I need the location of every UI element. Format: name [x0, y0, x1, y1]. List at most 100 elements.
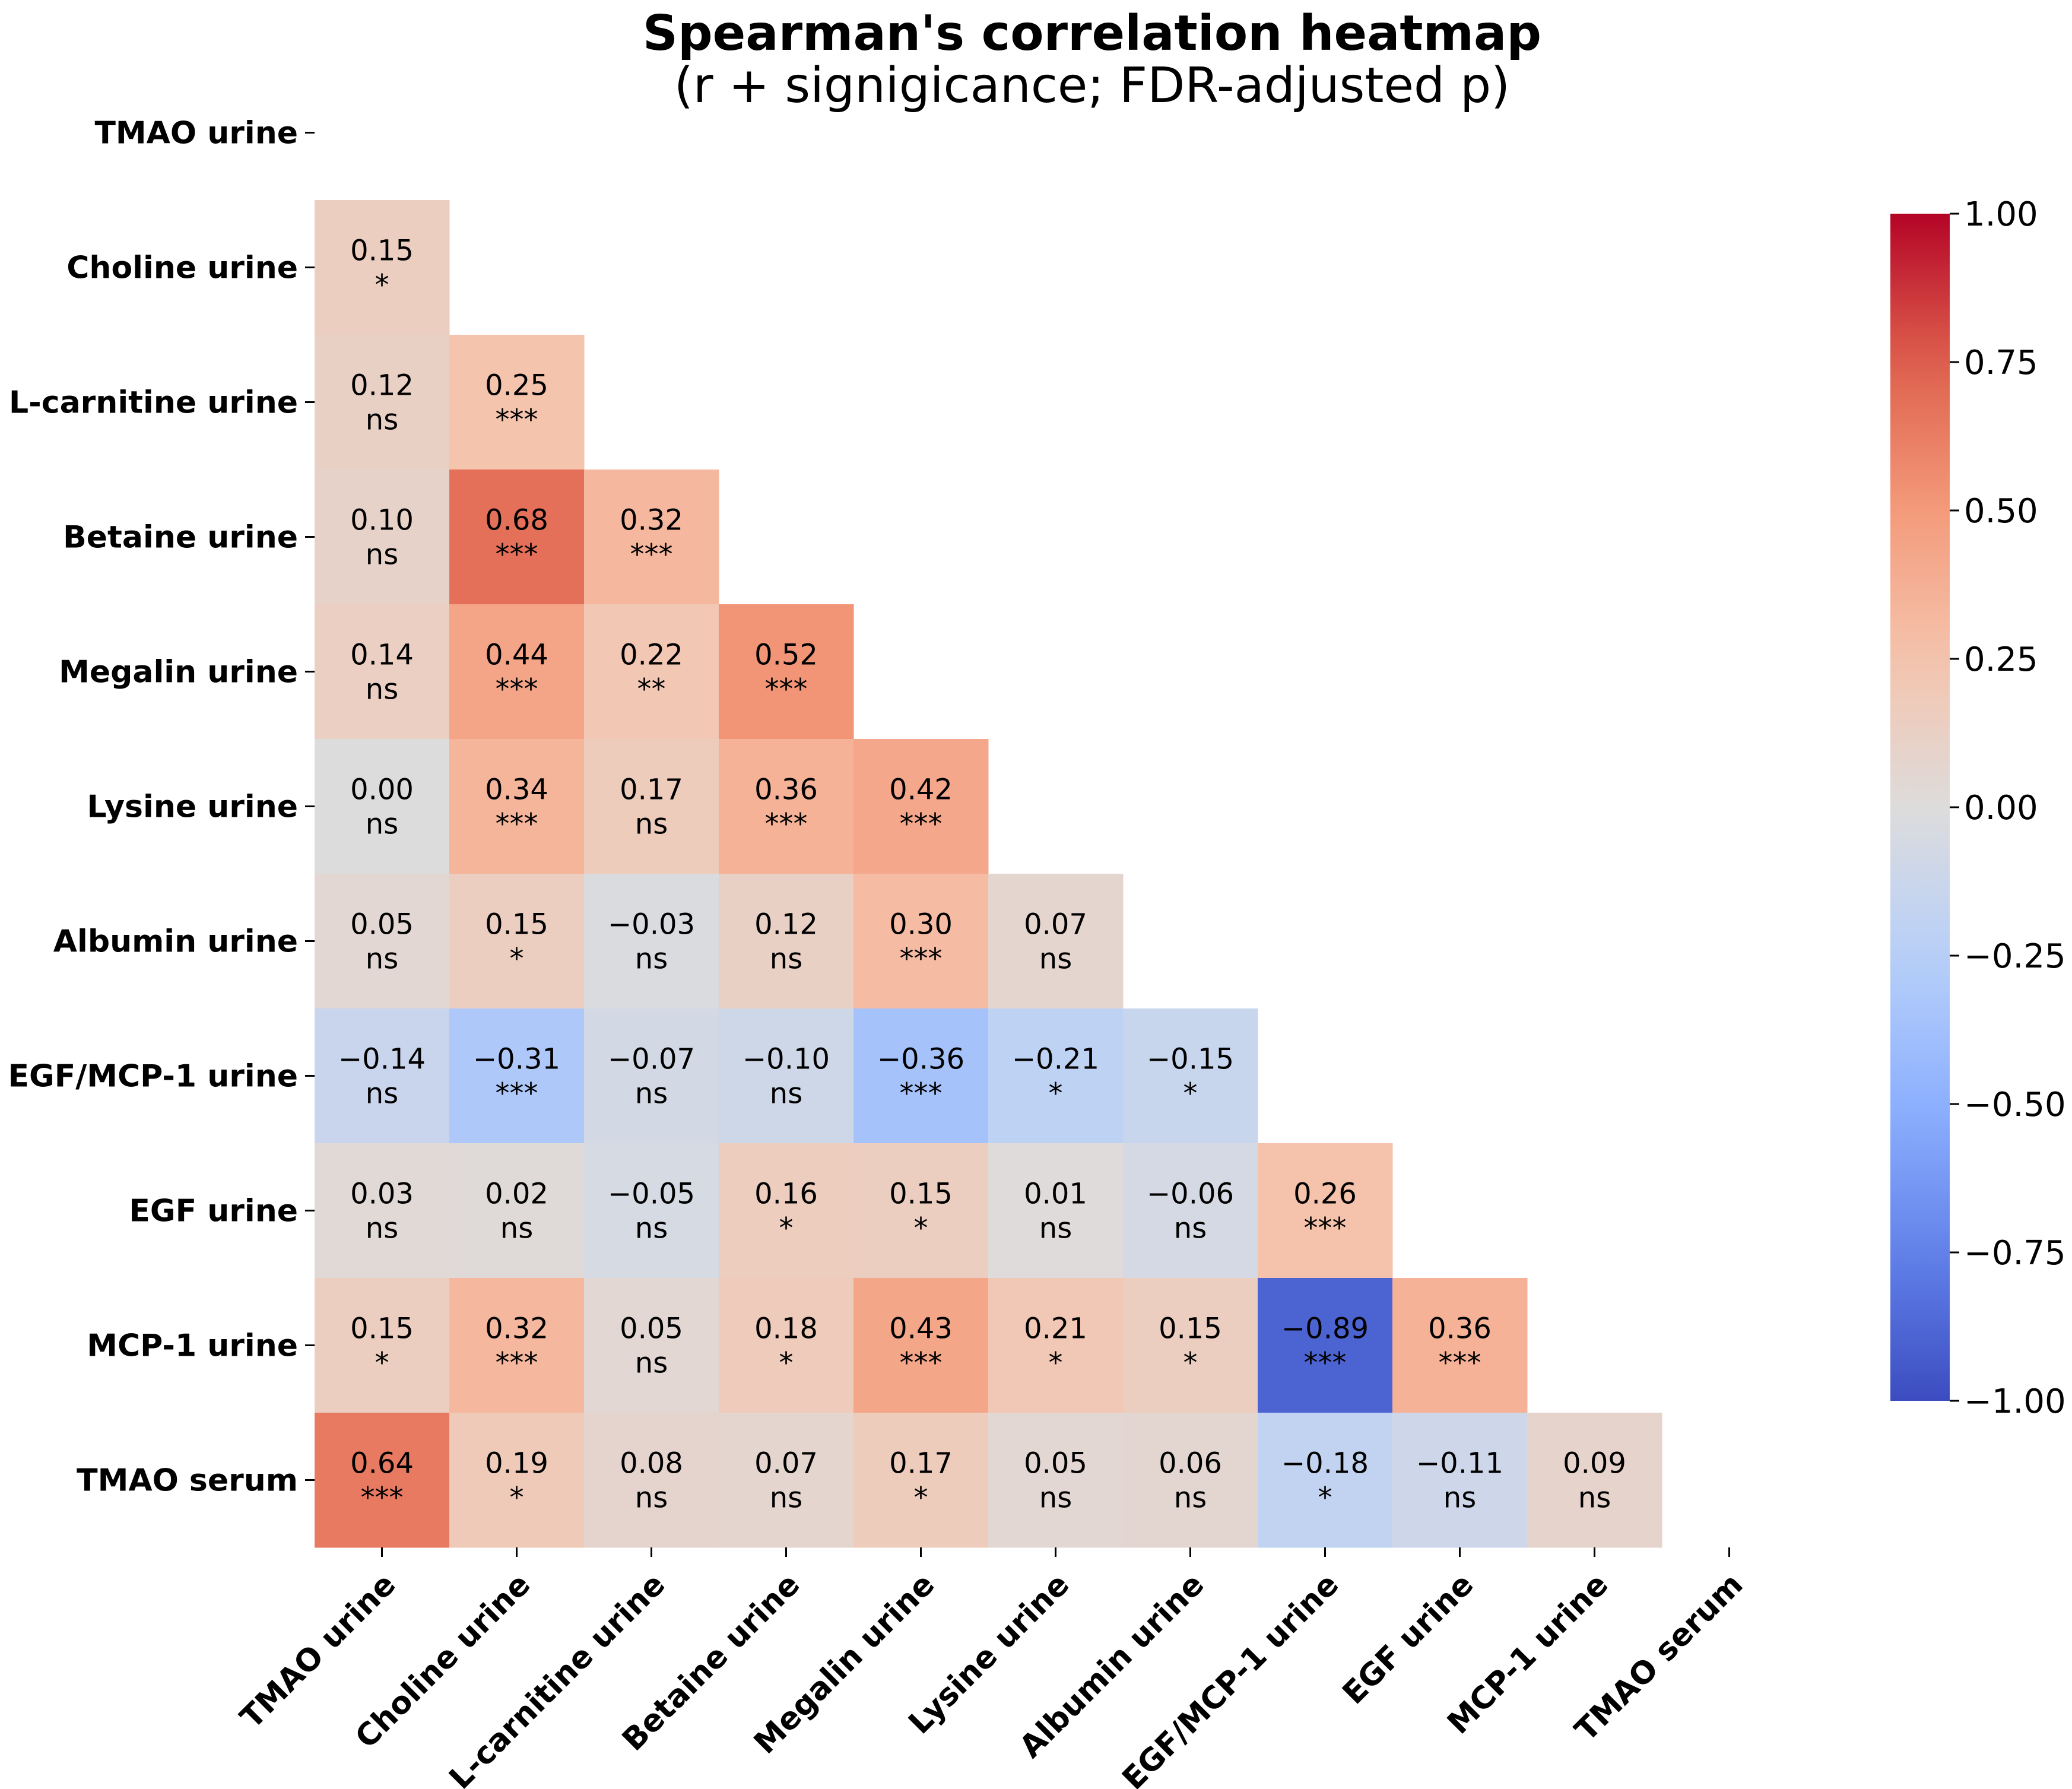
heatmap-cell: 0.36*** — [1392, 1278, 1528, 1413]
cell-value: −0.07 — [608, 1043, 695, 1076]
cell-significance: *** — [765, 808, 808, 841]
cell-significance: *** — [900, 1077, 943, 1111]
cell-value: 0.07 — [1024, 908, 1087, 941]
cell-significance: ns — [635, 1347, 668, 1380]
row-label: L-carnitine urine — [9, 385, 298, 421]
heatmap-cell: 0.22** — [584, 604, 719, 740]
cell-value: 0.17 — [889, 1447, 953, 1480]
cell-significance: ns — [1039, 1212, 1072, 1245]
heatmap-cell: −0.18* — [1258, 1413, 1393, 1548]
cell-significance: ** — [637, 673, 666, 706]
chart-title: Spearman's correlation heatmap — [643, 5, 1541, 62]
heatmap-cell: 0.16* — [719, 1143, 854, 1279]
cell-significance: ns — [635, 808, 668, 841]
cell-value: 0.42 — [889, 773, 953, 807]
cell-significance: ns — [635, 1077, 668, 1111]
cell-value: −0.10 — [743, 1043, 830, 1076]
heatmap-cell: 0.17* — [853, 1413, 989, 1548]
cell-rect — [719, 1143, 854, 1279]
cell-value: −0.11 — [1416, 1447, 1503, 1480]
cell-rect — [449, 1143, 585, 1279]
row-label: TMAO urine — [94, 116, 298, 151]
cell-significance: * — [510, 943, 524, 976]
cell-rect — [584, 604, 719, 740]
cell-significance: ns — [1039, 1482, 1072, 1515]
cell-rect — [1258, 1413, 1393, 1548]
heatmap-cell: 0.36*** — [719, 739, 854, 874]
cell-significance: ns — [635, 943, 668, 976]
cell-significance: *** — [496, 808, 538, 841]
cell-rect — [449, 470, 585, 605]
row-label: Megalin urine — [59, 655, 298, 690]
cell-rect — [315, 470, 450, 605]
cell-significance: * — [375, 1347, 389, 1380]
cell-significance: *** — [496, 1077, 538, 1111]
row-labels: TMAO urine Choline urine L-carnitine urine… — [8, 116, 315, 1499]
colorbar-tick-label: −1.00 — [1964, 1382, 2066, 1421]
cell-value: 0.68 — [485, 504, 548, 537]
heatmap-cell: 0.25*** — [449, 335, 585, 470]
cell-rect — [719, 604, 854, 740]
cell-significance: * — [1183, 1077, 1198, 1111]
cell-rect — [449, 874, 585, 1009]
cell-rect — [719, 1008, 854, 1144]
cell-value: 0.14 — [350, 639, 414, 672]
heatmap-cell: 0.19* — [449, 1413, 585, 1548]
cell-rect — [719, 739, 854, 874]
cell-significance: *** — [496, 538, 538, 572]
cell-value: 0.05 — [350, 908, 414, 941]
cell-value: 0.01 — [1024, 1178, 1087, 1211]
cell-significance: ns — [366, 1077, 398, 1111]
cell-rect — [853, 1413, 989, 1548]
cell-value: 0.32 — [485, 1312, 548, 1346]
cell-value: 0.02 — [485, 1178, 548, 1211]
heatmap-cell: 0.64*** — [315, 1413, 450, 1548]
cell-significance: *** — [496, 1347, 538, 1380]
heatmap-cell: 0.34*** — [449, 739, 585, 874]
cell-significance: * — [1318, 1482, 1332, 1515]
cell-significance: *** — [496, 673, 538, 706]
cell-rect — [315, 1413, 450, 1548]
cell-value: 0.03 — [350, 1178, 414, 1211]
cell-value: 0.34 — [485, 773, 548, 807]
cell-value: 0.08 — [620, 1447, 683, 1480]
cell-value: 0.09 — [1563, 1447, 1626, 1480]
colorbar: 1.00 0.75 0.50 0.25 0.00 −0.25 −0.50 −0.75 −1.00 — [1890, 195, 2066, 1421]
cell-value: 0.36 — [1428, 1312, 1492, 1346]
heatmap-cell: 0.44*** — [449, 604, 585, 740]
cell-value: 0.15 — [1159, 1312, 1222, 1346]
chart-subtitle: (r + signigicance; FDR-adjusted p) — [674, 58, 1510, 114]
cell-rect — [315, 335, 450, 470]
cell-rect — [584, 1413, 719, 1548]
cell-rect — [584, 874, 719, 1009]
cell-value: 0.43 — [889, 1312, 953, 1346]
cell-value: −0.89 — [1281, 1312, 1369, 1346]
heatmap-cell: −0.89*** — [1258, 1278, 1393, 1413]
cell-significance: ns — [770, 1077, 802, 1111]
cell-value: −0.36 — [877, 1043, 964, 1076]
cell-value: 0.64 — [350, 1447, 414, 1480]
cell-rect — [1123, 1413, 1258, 1548]
cell-significance: ns — [366, 808, 398, 841]
colorbar-tick-label: 0.75 — [1964, 344, 2038, 382]
cell-rect — [584, 1143, 719, 1279]
heatmap-cell: −0.31*** — [449, 1008, 585, 1144]
cell-rect — [449, 1413, 585, 1548]
cell-rect — [853, 1143, 989, 1279]
column-label: EGF urine — [1336, 1567, 1481, 1712]
heatmap-cell: 0.21* — [988, 1278, 1124, 1413]
cell-significance: * — [1183, 1347, 1198, 1380]
cell-rect — [449, 1008, 585, 1144]
cell-significance: ns — [770, 943, 802, 976]
row-label: Betaine urine — [63, 520, 298, 556]
colorbar-tick-label: −0.25 — [1964, 937, 2066, 976]
cell-value: 0.32 — [620, 504, 683, 537]
